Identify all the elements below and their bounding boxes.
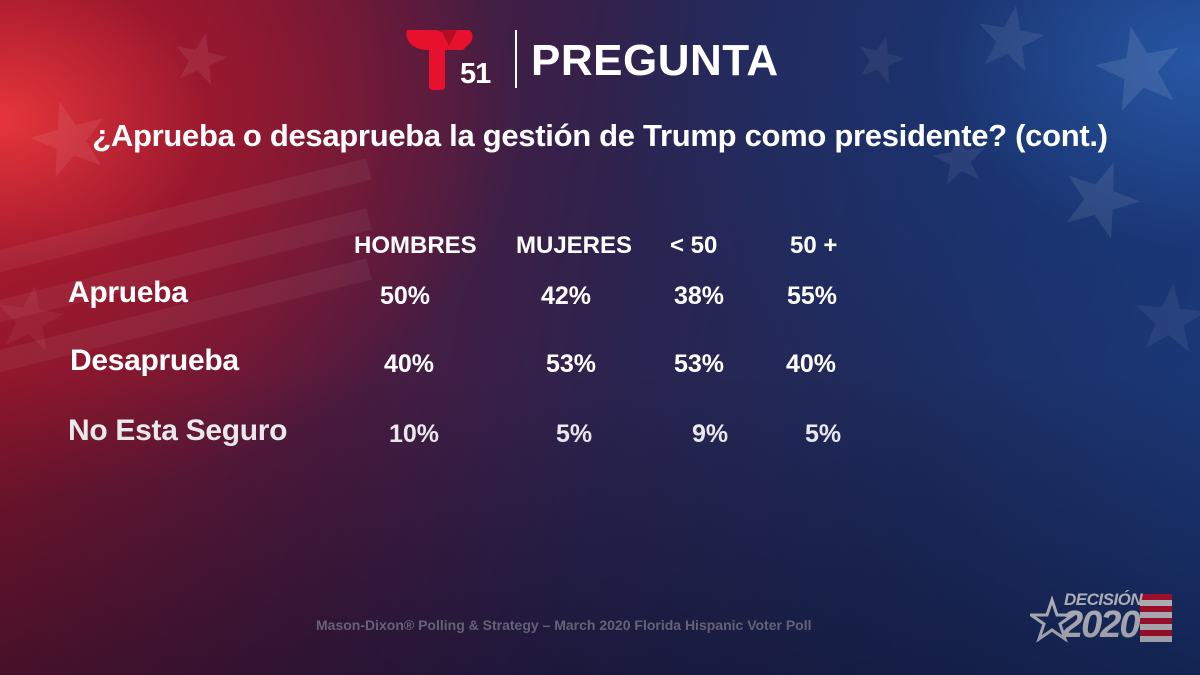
table-cell: 10% [389, 420, 440, 448]
header-title: PREGUNTA [531, 36, 779, 85]
column-header-hombres: HOMBRES [354, 232, 477, 259]
badge-year: 2020 [1062, 604, 1141, 646]
decision-2020-badge-icon [1030, 594, 1172, 643]
table-cell: 53% [546, 350, 597, 378]
column-header-under-50: < 50 [670, 232, 718, 259]
table-cell: 40% [786, 350, 837, 378]
header-divider [515, 30, 517, 88]
table-cell: 42% [541, 282, 592, 310]
table-cell: 53% [674, 350, 725, 378]
logo-number: 51 [460, 58, 491, 90]
row-label-desaprueba: Desaprueba [70, 344, 239, 377]
row-label-aprueba: Aprueba [68, 276, 188, 309]
table-cell: 40% [384, 350, 435, 378]
table-cell: 9% [692, 420, 729, 448]
table-cell: 5% [556, 420, 593, 448]
table-cell: 50% [380, 282, 431, 310]
column-header-mujeres: MUJERES [516, 232, 633, 259]
telemundo-logo-icon [406, 30, 473, 90]
row-label-no-esta-seguro: No Esta Seguro [68, 414, 288, 447]
table-cell: 5% [805, 420, 842, 448]
source-footnote: Mason-Dixon® Polling & Strategy – March … [316, 617, 812, 633]
question-title: ¿Aprueba o desaprueba la gestión de Trum… [92, 118, 1108, 153]
badge-title: DECISIÓN [1064, 590, 1143, 609]
table-cell: 38% [674, 282, 725, 310]
column-header-50-plus: 50 + [790, 232, 838, 259]
table-cell: 55% [787, 282, 838, 310]
